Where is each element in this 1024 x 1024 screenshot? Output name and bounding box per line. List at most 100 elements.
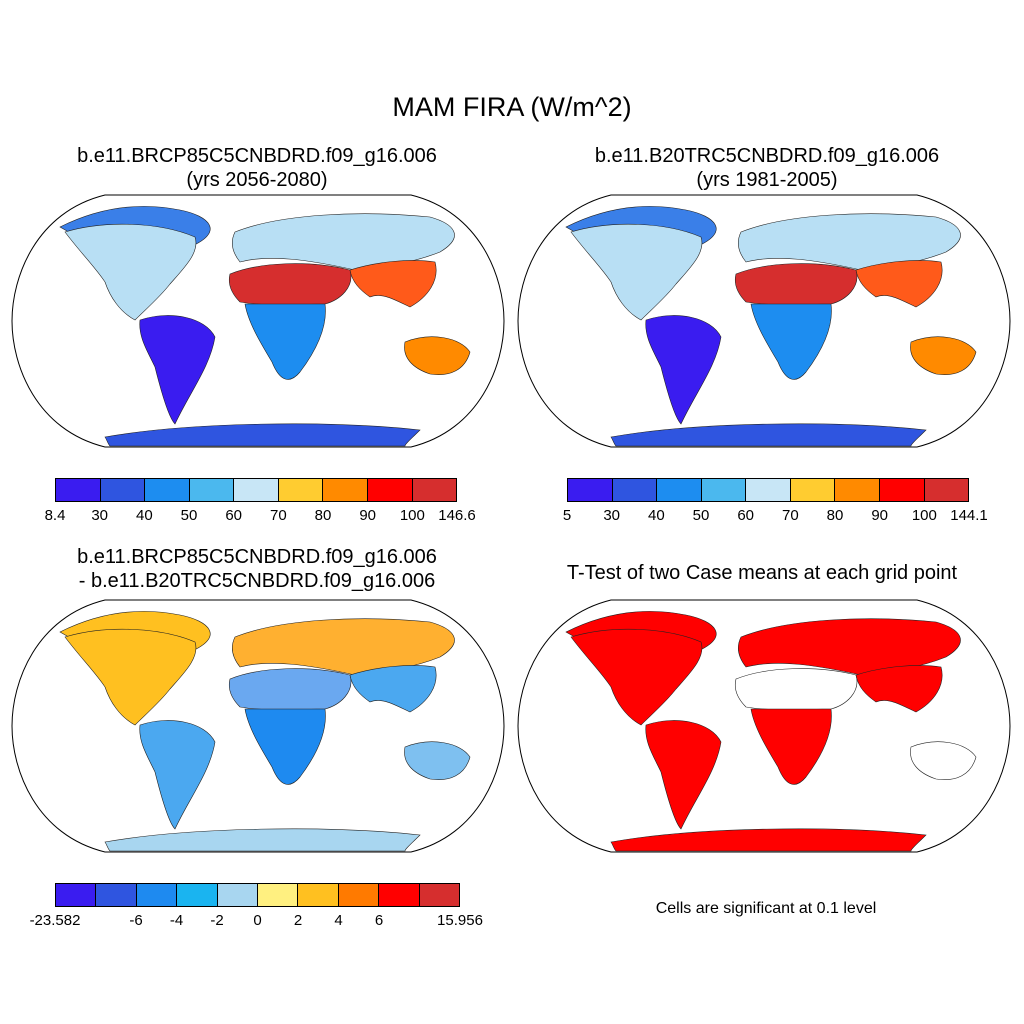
colorbar-2-tick-label: 70 xyxy=(781,507,799,524)
colorbar-1-tick-label: 8.4 xyxy=(44,507,66,524)
colorbar-2-tick-label: 40 xyxy=(647,507,665,524)
region-antarctica xyxy=(104,828,421,852)
colorbar-3-swatch xyxy=(338,884,380,906)
region-australia xyxy=(404,336,471,375)
colorbar-2-tick-label: 5 xyxy=(562,507,572,524)
region-sahara xyxy=(735,668,858,711)
region-southafrica xyxy=(750,303,832,380)
colorbar-1-tick-label: 80 xyxy=(314,507,332,524)
figure-title: MAM FIRA (W/m^2) xyxy=(392,92,632,122)
colorbar-2-tick-label: 30 xyxy=(603,507,620,524)
colorbar-3-tick-label: -23.582 xyxy=(29,912,81,929)
panel1-title-line2: (yrs 2056-2080) xyxy=(186,169,328,191)
colorbar-3-tick-label: 6 xyxy=(374,912,384,929)
colorbar-1-swatch xyxy=(100,479,146,501)
colorbar-1-tick-label: 50 xyxy=(180,507,198,524)
significance-note: Cells are significant at 0.1 level xyxy=(655,900,877,917)
region-southamerica xyxy=(645,315,722,425)
colorbar-1-tick-label: 70 xyxy=(269,507,287,524)
map-frame xyxy=(11,599,505,853)
panel4-title: T-Test of two Case means at each grid po… xyxy=(522,561,1002,585)
map-panel-4 xyxy=(517,599,1011,853)
panel3-title: b.e11.BRCP85C5CNBDRD.f09_g16.006 - b.e11… xyxy=(17,545,497,593)
map-frame xyxy=(517,599,1011,853)
colorbar-2-swatch xyxy=(746,479,791,501)
map-panel-1 xyxy=(11,194,505,448)
colorbar-1 xyxy=(55,478,457,502)
colorbar-2-swatch xyxy=(568,479,613,501)
region-northamerica xyxy=(570,628,703,726)
region-asia_south xyxy=(855,665,943,713)
colorbar-3-swatch xyxy=(217,884,259,906)
colorbar-1-swatch xyxy=(412,479,457,501)
panel1-title: b.e11.BRCP85C5CNBDRD.f09_g16.006 (yrs 20… xyxy=(17,144,497,192)
panel2-title-line1: b.e11.B20TRC5CNBDRD.f09_g16.006 xyxy=(594,145,940,167)
colorbar-1-swatch xyxy=(56,479,101,501)
region-eurasia xyxy=(231,213,455,271)
panel2-title-line2: (yrs 1981-2005) xyxy=(696,169,838,191)
colorbar-1-swatch xyxy=(367,479,413,501)
panel4-title-line1: T-Test of two Case means at each grid po… xyxy=(566,562,958,584)
colorbar-3-tick-label: -4 xyxy=(169,912,184,929)
region-eurasia xyxy=(737,618,961,676)
region-northamerica xyxy=(64,628,197,726)
region-antarctica xyxy=(104,423,421,447)
colorbar-1-tick-label: 146.6 xyxy=(438,507,476,524)
region-southamerica xyxy=(139,315,216,425)
colorbar-2-tick-label: 90 xyxy=(871,507,888,524)
colorbar-2-tick-label: 100 xyxy=(911,507,937,524)
region-southafrica xyxy=(750,708,832,785)
colorbar-3 xyxy=(55,883,460,907)
region-antarctica xyxy=(610,423,927,447)
region-antarctica xyxy=(610,828,927,852)
region-sahara xyxy=(229,263,352,306)
region-sahara xyxy=(735,263,858,306)
colorbar-2-tick-label: 60 xyxy=(737,507,754,524)
colorbar-2 xyxy=(567,478,969,502)
colorbar-3-swatch xyxy=(419,884,460,906)
region-asia_south xyxy=(349,260,437,308)
colorbar-3-tick-label: 0 xyxy=(253,912,262,929)
colorbar-2-tick-label: 80 xyxy=(826,507,844,524)
colorbar-3-tick-label: 2 xyxy=(293,912,303,929)
map-frame xyxy=(517,194,1011,448)
region-eurasia xyxy=(231,618,455,676)
panel1-title-line1: b.e11.BRCP85C5CNBDRD.f09_g16.006 xyxy=(77,145,437,167)
region-australia xyxy=(404,741,471,780)
region-asia_south xyxy=(855,260,943,308)
colorbar-3-swatch xyxy=(96,884,137,906)
region-northamerica xyxy=(570,223,703,321)
colorbar-1-tick-label: 60 xyxy=(225,507,242,524)
colorbar-2-swatch xyxy=(790,479,836,501)
colorbar-2-swatch xyxy=(657,479,702,501)
colorbar-2-swatch xyxy=(879,479,925,501)
map-panel-2 xyxy=(517,194,1011,448)
region-northamerica xyxy=(64,223,197,321)
colorbar-2-swatch xyxy=(612,479,658,501)
colorbar-3-tick-label: 4 xyxy=(334,912,343,929)
panel3-title-line1: b.e11.BRCP85C5CNBDRD.f09_g16.006 xyxy=(77,546,437,568)
colorbar-3-swatch xyxy=(136,884,178,906)
panel2-title: b.e11.B20TRC5CNBDRD.f09_g16.006 (yrs 198… xyxy=(527,144,1007,192)
region-eurasia xyxy=(737,213,961,271)
region-southafrica xyxy=(244,303,326,380)
colorbar-3-tick-label: -2 xyxy=(210,912,224,929)
colorbar-1-swatch xyxy=(145,479,190,501)
region-sahara xyxy=(229,668,352,711)
colorbar-1-swatch xyxy=(278,479,324,501)
colorbar-2-swatch xyxy=(835,479,880,501)
colorbar-3-swatch xyxy=(298,884,339,906)
region-southamerica xyxy=(139,720,216,830)
map-panel-3 xyxy=(11,599,505,853)
colorbar-3-tick-label: -6 xyxy=(129,912,143,929)
colorbar-1-swatch xyxy=(323,479,368,501)
colorbar-2-swatch xyxy=(701,479,747,501)
region-australia xyxy=(910,336,977,375)
colorbar-2-swatch xyxy=(924,479,969,501)
colorbar-2-tick-label: 50 xyxy=(692,507,710,524)
colorbar-2-tick-label: 144.1 xyxy=(950,507,988,524)
colorbar-3-tick-label: 15.956 xyxy=(437,912,483,929)
colorbar-1-tick-label: 40 xyxy=(135,507,153,524)
region-southafrica xyxy=(244,708,326,785)
colorbar-3-swatch xyxy=(258,884,299,906)
